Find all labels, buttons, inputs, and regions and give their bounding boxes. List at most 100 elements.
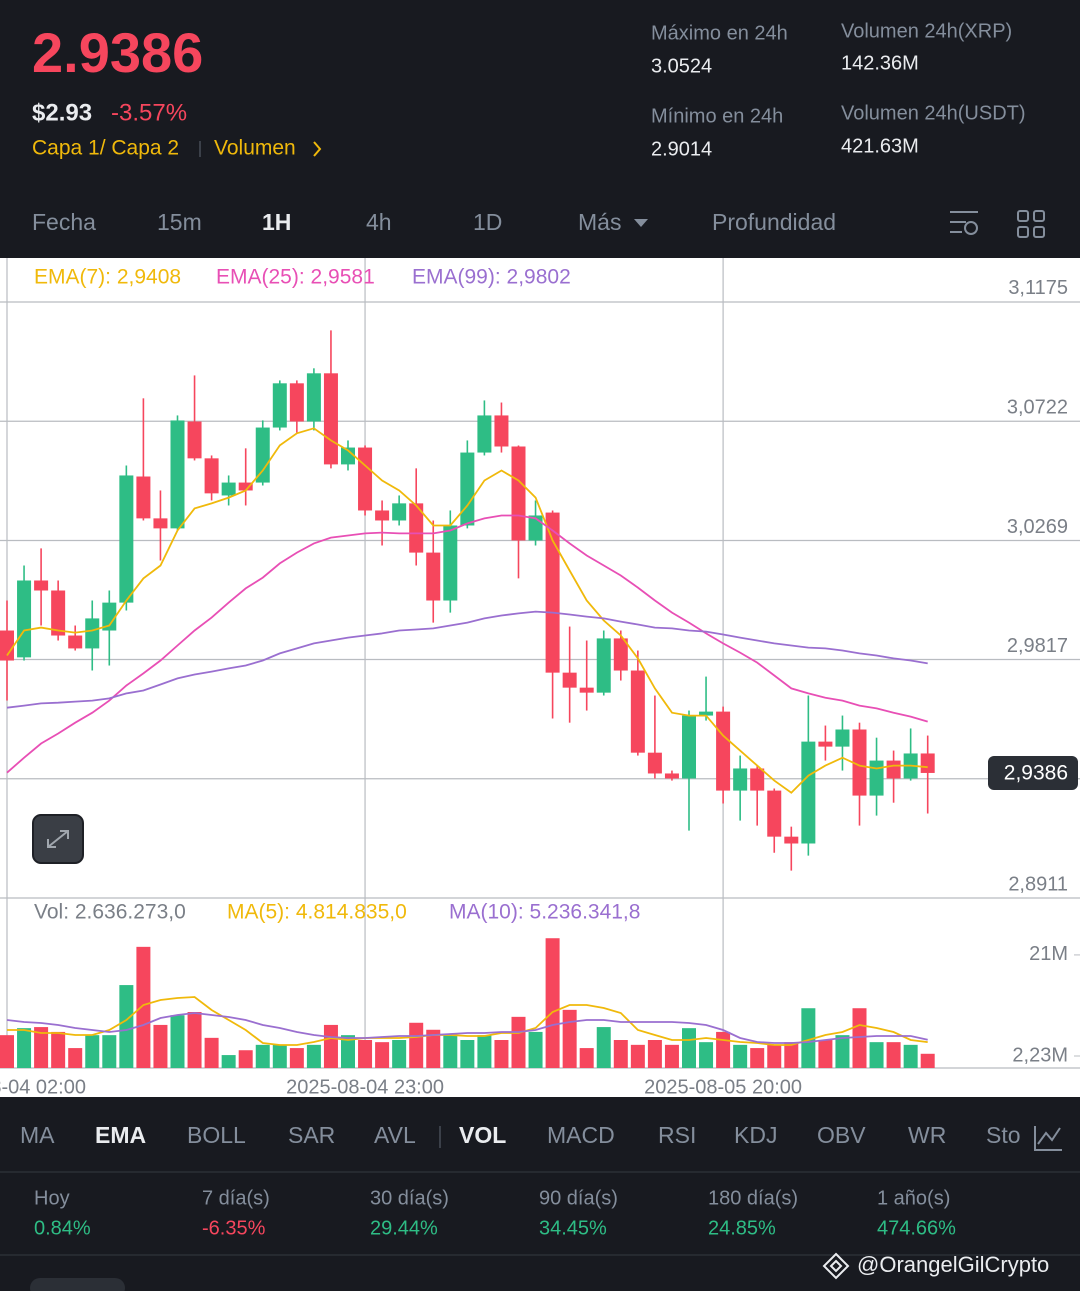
volume-bar [170, 1015, 185, 1068]
candle-body [835, 729, 850, 747]
volume-bar [153, 1024, 168, 1068]
volume-bar [494, 1040, 509, 1068]
volume-bar [306, 1044, 321, 1068]
volume-bar [426, 1029, 441, 1068]
usd-price: $2.93 [32, 99, 92, 126]
y-tick-label: 3,1175 [1008, 277, 1068, 299]
layout-icon[interactable] [1017, 210, 1045, 238]
candle-body [562, 672, 577, 688]
tag[interactable]: Capa 1/ Capa 2 [32, 137, 179, 160]
volume-bar [34, 1027, 49, 1068]
timeframe-tab[interactable]: Más [578, 209, 621, 235]
indicator-tab[interactable]: VOL [459, 1122, 506, 1148]
performance-label: 30 día(s) [370, 1187, 449, 1209]
volume-bar [835, 1035, 850, 1068]
x-tick-label: 2025-08-04 23:00 [286, 1076, 444, 1098]
volume-bar [221, 1055, 236, 1068]
y-tick-label: 21M [1029, 943, 1068, 965]
performance-label: Hoy [34, 1187, 70, 1209]
chart-icon[interactable] [1034, 1126, 1062, 1151]
timeframe-tab[interactable]: 15m [157, 209, 202, 235]
volume-bar [17, 1028, 32, 1068]
volume-bar [784, 1042, 799, 1068]
timeframe-tab[interactable]: 1H [262, 209, 291, 235]
candle-body [392, 503, 407, 521]
timeframe-tab[interactable]: Profundidad [712, 209, 836, 235]
timeframe-tab[interactable]: Fecha [32, 209, 96, 235]
candle-body [68, 635, 83, 649]
indicator-tab[interactable]: BOLL [187, 1122, 246, 1148]
settings-icon[interactable] [950, 211, 978, 235]
ema-line [6, 427, 928, 794]
timeframe-tabs: Fecha 15m 1H 4h 1D Más Profundidad [32, 209, 836, 235]
candle-body [51, 590, 66, 636]
timeframe-tab[interactable]: 4h [366, 209, 392, 235]
volume-bar [716, 1031, 731, 1068]
y-tick-label: 3,0269 [1007, 516, 1068, 538]
candle-body [375, 510, 390, 521]
volume-bar [920, 1053, 935, 1068]
candle-body [494, 415, 509, 447]
candle-body [187, 421, 202, 459]
volume-bar [187, 1012, 202, 1068]
volume-bar [289, 1048, 304, 1068]
indicator-tab[interactable]: Sto [986, 1122, 1021, 1148]
performance-label: 90 día(s) [539, 1187, 618, 1209]
dropdown-icon [634, 219, 648, 227]
indicator-tab[interactable]: WR [908, 1122, 946, 1148]
candle-body [289, 383, 304, 422]
volume-bar [341, 1035, 355, 1068]
volume-bar [699, 1042, 714, 1068]
performance-value: 474.66% [877, 1217, 956, 1239]
stat-label: Volumen 24h(XRP) [841, 20, 1012, 42]
stat-value: 142.36M [841, 52, 919, 74]
indicator-tab[interactable]: SAR [288, 1122, 335, 1148]
volume-bar [0, 1035, 14, 1068]
candle-body [784, 836, 799, 844]
candle-body [153, 518, 168, 529]
legend-entry: EMA(25): 2,9581 [216, 266, 375, 289]
candle-body [818, 741, 833, 747]
chart-bg [0, 258, 1080, 1097]
volume-bar [204, 1037, 219, 1068]
x-tick-label: 2025-08-05 20:00 [644, 1076, 802, 1098]
volume-bar [903, 1044, 918, 1068]
volume-bar [801, 1008, 816, 1068]
indicator-tab[interactable]: KDJ [734, 1122, 777, 1148]
chevron-icon [313, 141, 322, 157]
candle-body [750, 768, 765, 791]
legend-entry: EMA(7): 2,9408 [34, 266, 181, 289]
legend-entry: MA(10): 5.236.341,8 [449, 901, 640, 924]
candle-body [460, 452, 475, 526]
expand-button[interactable] [32, 814, 84, 864]
performance-label: 7 día(s) [202, 1187, 270, 1209]
volume-bar [85, 1035, 100, 1068]
tag[interactable]: Volumen [214, 137, 296, 160]
performance-value: 24.85% [708, 1217, 776, 1239]
volume-bar [358, 1040, 373, 1068]
volume-bar [818, 1040, 833, 1068]
volume-bar [852, 1008, 867, 1068]
indicator-tab[interactable]: EMA [95, 1122, 146, 1148]
candle-body [221, 482, 236, 496]
y-tick-label: 2,8911 [1008, 873, 1068, 895]
candle-body [801, 741, 816, 844]
volume-bar [392, 1040, 407, 1068]
timeframe-tab[interactable]: 1D [473, 209, 502, 235]
indicator-tab[interactable]: OBV [817, 1122, 866, 1148]
stat-label: Mínimo en 24h [651, 105, 783, 127]
volume-bar [613, 1040, 628, 1068]
candle-body [17, 580, 32, 658]
candle-body [886, 760, 901, 779]
candle-body [34, 580, 49, 591]
candle-body [869, 760, 884, 796]
plot-area: 3,11753,07223,02692,98172,93642,89112025… [0, 258, 1080, 1098]
indicator-tab[interactable]: RSI [658, 1122, 696, 1148]
indicator-tab[interactable]: MA [20, 1122, 55, 1148]
indicator-tab[interactable]: MACD [547, 1122, 615, 1148]
volume-bar [562, 1009, 577, 1068]
price-change: -3.57% [111, 99, 187, 126]
candle-body [613, 638, 628, 671]
price-badge [988, 755, 1078, 790]
indicator-tab[interactable]: AVL [374, 1122, 416, 1148]
